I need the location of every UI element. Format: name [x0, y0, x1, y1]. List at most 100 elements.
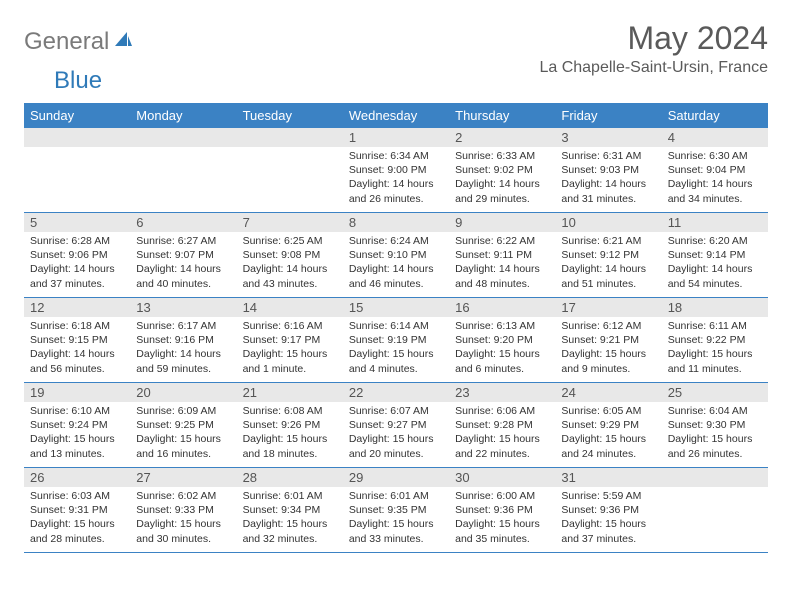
- day-cell: 4Sunrise: 6:30 AMSunset: 9:04 PMDaylight…: [662, 128, 768, 212]
- day-cell: 10Sunrise: 6:21 AMSunset: 9:12 PMDayligh…: [555, 213, 661, 297]
- day-cell: 20Sunrise: 6:09 AMSunset: 9:25 PMDayligh…: [130, 383, 236, 467]
- week-row: 5Sunrise: 6:28 AMSunset: 9:06 PMDaylight…: [24, 213, 768, 298]
- week-row: 19Sunrise: 6:10 AMSunset: 9:24 PMDayligh…: [24, 383, 768, 468]
- day-info: Sunrise: 6:14 AMSunset: 9:19 PMDaylight:…: [343, 317, 449, 380]
- day-cell: 13Sunrise: 6:17 AMSunset: 9:16 PMDayligh…: [130, 298, 236, 382]
- day-cell: 18Sunrise: 6:11 AMSunset: 9:22 PMDayligh…: [662, 298, 768, 382]
- logo-text-general: General: [24, 28, 109, 56]
- day-cell: 7Sunrise: 6:25 AMSunset: 9:08 PMDaylight…: [237, 213, 343, 297]
- logo: General: [24, 20, 135, 56]
- day-info: Sunrise: 5:59 AMSunset: 9:36 PMDaylight:…: [555, 487, 661, 550]
- day-number: 6: [130, 213, 236, 232]
- weekday-header: Monday: [130, 103, 236, 128]
- empty-day-number: [237, 128, 343, 147]
- day-info: Sunrise: 6:13 AMSunset: 9:20 PMDaylight:…: [449, 317, 555, 380]
- day-number: 23: [449, 383, 555, 402]
- empty-day-cell: [130, 128, 236, 212]
- day-cell: 9Sunrise: 6:22 AMSunset: 9:11 PMDaylight…: [449, 213, 555, 297]
- logo-sail-icon: [113, 30, 133, 55]
- day-info: Sunrise: 6:25 AMSunset: 9:08 PMDaylight:…: [237, 232, 343, 295]
- empty-day-number: [24, 128, 130, 147]
- day-number: 18: [662, 298, 768, 317]
- day-info: Sunrise: 6:03 AMSunset: 9:31 PMDaylight:…: [24, 487, 130, 550]
- day-cell: 19Sunrise: 6:10 AMSunset: 9:24 PMDayligh…: [24, 383, 130, 467]
- day-info: Sunrise: 6:09 AMSunset: 9:25 PMDaylight:…: [130, 402, 236, 465]
- day-info: Sunrise: 6:02 AMSunset: 9:33 PMDaylight:…: [130, 487, 236, 550]
- day-number: 4: [662, 128, 768, 147]
- day-cell: 28Sunrise: 6:01 AMSunset: 9:34 PMDayligh…: [237, 468, 343, 552]
- day-cell: 21Sunrise: 6:08 AMSunset: 9:26 PMDayligh…: [237, 383, 343, 467]
- day-number: 26: [24, 468, 130, 487]
- day-cell: 6Sunrise: 6:27 AMSunset: 9:07 PMDaylight…: [130, 213, 236, 297]
- day-number: 21: [237, 383, 343, 402]
- day-info: Sunrise: 6:11 AMSunset: 9:22 PMDaylight:…: [662, 317, 768, 380]
- day-cell: 25Sunrise: 6:04 AMSunset: 9:30 PMDayligh…: [662, 383, 768, 467]
- weekday-header: Thursday: [449, 103, 555, 128]
- empty-day-cell: [662, 468, 768, 552]
- day-info: Sunrise: 6:00 AMSunset: 9:36 PMDaylight:…: [449, 487, 555, 550]
- day-number: 15: [343, 298, 449, 317]
- empty-day-cell: [24, 128, 130, 212]
- day-cell: 11Sunrise: 6:20 AMSunset: 9:14 PMDayligh…: [662, 213, 768, 297]
- day-info: Sunrise: 6:08 AMSunset: 9:26 PMDaylight:…: [237, 402, 343, 465]
- day-cell: 31Sunrise: 5:59 AMSunset: 9:36 PMDayligh…: [555, 468, 661, 552]
- day-number: 2: [449, 128, 555, 147]
- day-cell: 15Sunrise: 6:14 AMSunset: 9:19 PMDayligh…: [343, 298, 449, 382]
- day-cell: 12Sunrise: 6:18 AMSunset: 9:15 PMDayligh…: [24, 298, 130, 382]
- day-cell: 5Sunrise: 6:28 AMSunset: 9:06 PMDaylight…: [24, 213, 130, 297]
- day-info: Sunrise: 6:28 AMSunset: 9:06 PMDaylight:…: [24, 232, 130, 295]
- day-number: 13: [130, 298, 236, 317]
- empty-day-number: [662, 468, 768, 487]
- day-number: 7: [237, 213, 343, 232]
- day-number: 19: [24, 383, 130, 402]
- day-info: Sunrise: 6:31 AMSunset: 9:03 PMDaylight:…: [555, 147, 661, 210]
- day-number: 31: [555, 468, 661, 487]
- day-cell: 17Sunrise: 6:12 AMSunset: 9:21 PMDayligh…: [555, 298, 661, 382]
- day-number: 9: [449, 213, 555, 232]
- day-cell: 8Sunrise: 6:24 AMSunset: 9:10 PMDaylight…: [343, 213, 449, 297]
- day-cell: 27Sunrise: 6:02 AMSunset: 9:33 PMDayligh…: [130, 468, 236, 552]
- day-number: 28: [237, 468, 343, 487]
- day-cell: 3Sunrise: 6:31 AMSunset: 9:03 PMDaylight…: [555, 128, 661, 212]
- weekday-header: Saturday: [662, 103, 768, 128]
- day-info: Sunrise: 6:16 AMSunset: 9:17 PMDaylight:…: [237, 317, 343, 380]
- day-number: 5: [24, 213, 130, 232]
- day-number: 27: [130, 468, 236, 487]
- empty-day-number: [130, 128, 236, 147]
- weekday-header: Tuesday: [237, 103, 343, 128]
- day-number: 30: [449, 468, 555, 487]
- day-info: Sunrise: 6:04 AMSunset: 9:30 PMDaylight:…: [662, 402, 768, 465]
- weekday-header-row: SundayMondayTuesdayWednesdayThursdayFrid…: [24, 103, 768, 128]
- day-number: 25: [662, 383, 768, 402]
- calendar: SundayMondayTuesdayWednesdayThursdayFrid…: [24, 103, 768, 553]
- location: La Chapelle-Saint-Ursin, France: [539, 59, 768, 77]
- day-info: Sunrise: 6:06 AMSunset: 9:28 PMDaylight:…: [449, 402, 555, 465]
- day-info: Sunrise: 6:12 AMSunset: 9:21 PMDaylight:…: [555, 317, 661, 380]
- day-number: 12: [24, 298, 130, 317]
- title-block: May 2024 La Chapelle-Saint-Ursin, France: [539, 20, 768, 77]
- day-number: 20: [130, 383, 236, 402]
- day-info: Sunrise: 6:34 AMSunset: 9:00 PMDaylight:…: [343, 147, 449, 210]
- day-info: Sunrise: 6:21 AMSunset: 9:12 PMDaylight:…: [555, 232, 661, 295]
- day-info: Sunrise: 6:05 AMSunset: 9:29 PMDaylight:…: [555, 402, 661, 465]
- day-number: 22: [343, 383, 449, 402]
- weekday-header: Wednesday: [343, 103, 449, 128]
- day-info: Sunrise: 6:01 AMSunset: 9:34 PMDaylight:…: [237, 487, 343, 550]
- day-info: Sunrise: 6:30 AMSunset: 9:04 PMDaylight:…: [662, 147, 768, 210]
- empty-day-cell: [237, 128, 343, 212]
- day-number: 10: [555, 213, 661, 232]
- day-number: 16: [449, 298, 555, 317]
- day-number: 8: [343, 213, 449, 232]
- day-info: Sunrise: 6:10 AMSunset: 9:24 PMDaylight:…: [24, 402, 130, 465]
- day-number: 17: [555, 298, 661, 317]
- week-row: 1Sunrise: 6:34 AMSunset: 9:00 PMDaylight…: [24, 128, 768, 213]
- day-cell: 30Sunrise: 6:00 AMSunset: 9:36 PMDayligh…: [449, 468, 555, 552]
- day-info: Sunrise: 6:27 AMSunset: 9:07 PMDaylight:…: [130, 232, 236, 295]
- day-number: 3: [555, 128, 661, 147]
- day-info: Sunrise: 6:18 AMSunset: 9:15 PMDaylight:…: [24, 317, 130, 380]
- day-cell: 29Sunrise: 6:01 AMSunset: 9:35 PMDayligh…: [343, 468, 449, 552]
- day-cell: 24Sunrise: 6:05 AMSunset: 9:29 PMDayligh…: [555, 383, 661, 467]
- day-number: 29: [343, 468, 449, 487]
- day-number: 14: [237, 298, 343, 317]
- logo-text-blue: Blue: [54, 67, 102, 95]
